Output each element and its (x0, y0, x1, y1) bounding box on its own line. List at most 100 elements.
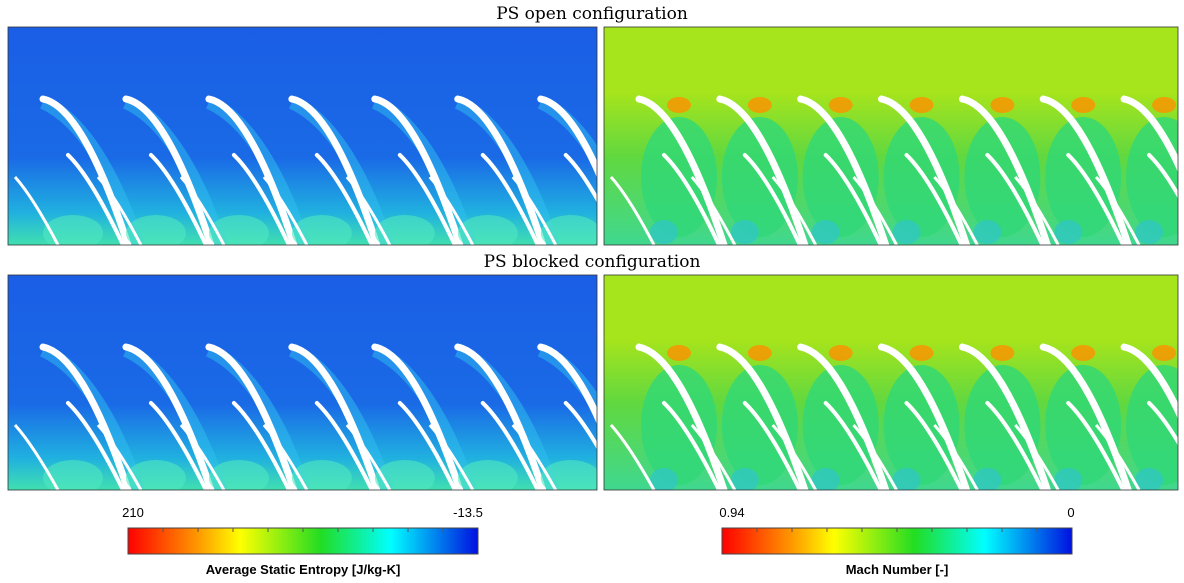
region (892, 468, 921, 490)
splitter (428, 175, 475, 245)
splitter (428, 423, 475, 490)
blade (205, 95, 298, 245)
splitter (904, 401, 964, 490)
splitter (345, 175, 392, 245)
blade (205, 343, 298, 490)
splitter (148, 401, 208, 490)
region (828, 97, 853, 113)
splitter (262, 423, 309, 490)
region (990, 345, 1015, 361)
region (1152, 97, 1177, 113)
splitter (904, 153, 964, 245)
splitter (742, 153, 802, 245)
wake (537, 95, 597, 173)
region (1054, 220, 1083, 244)
contour-panel (8, 27, 597, 245)
splitter (852, 423, 898, 490)
splitter (231, 401, 291, 490)
wake (39, 95, 145, 245)
blade (454, 95, 547, 245)
wake (288, 343, 394, 490)
region (374, 460, 435, 490)
region (650, 468, 678, 490)
region (1054, 468, 1083, 490)
contour-panel (604, 27, 1178, 245)
splitter (662, 401, 721, 490)
region (883, 365, 960, 485)
wake (122, 343, 228, 490)
region (730, 220, 759, 244)
blade (797, 343, 890, 490)
contour-panel (8, 275, 597, 490)
splitter (231, 153, 291, 245)
region (1045, 365, 1122, 485)
region (291, 460, 352, 490)
splitter (1147, 401, 1178, 446)
panel-frame (7, 274, 598, 491)
blade (635, 343, 728, 490)
row-title: PS blocked configuration (484, 252, 701, 272)
region (540, 215, 597, 245)
blade (635, 95, 728, 245)
splitter (823, 153, 883, 245)
region (667, 97, 691, 113)
region (540, 460, 597, 490)
splitter (662, 153, 721, 245)
colorbar (127, 527, 479, 555)
region (721, 365, 798, 485)
blade (958, 95, 1051, 245)
splitter (262, 175, 309, 245)
region (43, 460, 103, 490)
blade (1120, 95, 1178, 173)
region (747, 97, 772, 113)
splitter (563, 153, 597, 203)
panel-frame (7, 26, 598, 246)
colorbar-min: 210 (122, 505, 144, 520)
blade (39, 343, 132, 490)
splitter (933, 175, 979, 245)
blade (1039, 343, 1132, 490)
blade (1120, 343, 1178, 420)
colorbar-title: Mach Number [-] (846, 562, 949, 577)
region (811, 220, 840, 244)
colorbar-max: 0 (1067, 505, 1074, 520)
region (909, 97, 934, 113)
splitter (1014, 423, 1060, 490)
region (125, 460, 186, 490)
wake (454, 343, 560, 490)
splitter (13, 423, 60, 490)
splitter (1147, 153, 1178, 199)
colorbar-min: 0.94 (719, 505, 744, 520)
panel-bg (8, 275, 597, 490)
splitter (314, 153, 374, 245)
region (291, 215, 352, 245)
panel-frame (603, 274, 1179, 491)
splitter (66, 153, 125, 245)
splitter (985, 401, 1045, 490)
wake (288, 95, 394, 245)
panel-frame (603, 26, 1179, 246)
region (802, 365, 879, 485)
region (43, 215, 103, 245)
splitter (397, 153, 457, 245)
splitter (345, 423, 392, 490)
splitter (96, 423, 143, 490)
splitter (742, 401, 802, 490)
splitter (179, 175, 226, 245)
wake (205, 95, 311, 245)
splitter (480, 153, 540, 245)
region (208, 460, 269, 490)
blade (122, 95, 215, 245)
blade (716, 343, 809, 490)
region (1135, 468, 1164, 490)
wake (39, 343, 145, 490)
splitter (1014, 175, 1060, 245)
wake (454, 95, 560, 245)
blade (537, 95, 597, 178)
splitter (13, 175, 60, 245)
splitter (690, 175, 737, 245)
region (1152, 345, 1177, 361)
splitter (933, 423, 979, 490)
